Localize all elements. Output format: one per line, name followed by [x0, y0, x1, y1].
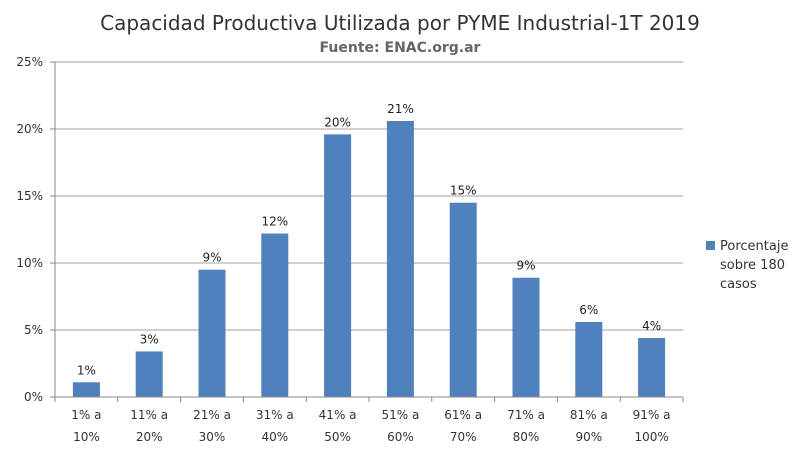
bar: [198, 269, 226, 397]
x-tick-label: 91% a: [633, 408, 671, 422]
chart-subtitle: Fuente: ENAC.org.ar: [320, 40, 481, 56]
bar: [449, 202, 477, 397]
data-label: 20%: [324, 115, 351, 129]
x-tick-label: 31% a: [256, 408, 294, 422]
y-tick-label: 15%: [16, 189, 43, 203]
x-tick-label: 80%: [513, 430, 540, 444]
x-tick-label: 21% a: [193, 408, 231, 422]
chart-title: Capacidad Productiva Utilizada por PYME …: [100, 11, 700, 35]
data-label: 6%: [579, 303, 598, 317]
x-tick-label: 70%: [450, 430, 477, 444]
bar: [386, 120, 414, 398]
x-tick-label: 40%: [261, 430, 288, 444]
x-tick-label: 71% a: [507, 408, 545, 422]
x-tick-label: 20%: [136, 430, 163, 444]
x-tick-label: 11% a: [130, 408, 168, 422]
data-label: 15%: [450, 184, 477, 198]
x-tick-label: 1% a: [71, 408, 101, 422]
x-tick-label: 100%: [634, 430, 668, 444]
data-label: 9%: [202, 251, 221, 265]
x-tick-label: 50%: [324, 430, 351, 444]
x-tick-label: 81% a: [570, 408, 608, 422]
x-tick-label: 90%: [575, 430, 602, 444]
bar: [324, 134, 352, 398]
y-tick-label: 10%: [16, 256, 43, 270]
y-tick-label: 20%: [16, 122, 43, 136]
x-tick-label: 61% a: [444, 408, 482, 422]
legend-label: casos: [720, 277, 757, 292]
bar: [135, 351, 163, 397]
legend-swatch: [706, 241, 715, 250]
data-label: 9%: [516, 259, 535, 273]
data-label: 4%: [642, 319, 661, 333]
data-label: 21%: [387, 102, 414, 116]
x-tick-label: 51% a: [381, 408, 419, 422]
x-tick-label: 30%: [199, 430, 226, 444]
data-label: 3%: [140, 332, 159, 346]
y-tick-label: 5%: [24, 323, 43, 337]
y-tick-label: 25%: [16, 55, 43, 69]
x-tick-label: 60%: [387, 430, 414, 444]
bar: [261, 233, 289, 397]
x-tick-label: 41% a: [319, 408, 357, 422]
bar: [575, 321, 603, 397]
bar: [72, 382, 100, 397]
data-label: 12%: [261, 215, 288, 229]
bar: [512, 277, 540, 397]
y-tick-label: 0%: [24, 390, 43, 404]
bar: [638, 338, 666, 397]
legend-label: sobre 180: [720, 258, 785, 273]
x-tick-label: 10%: [73, 430, 100, 444]
legend-label: Porcentaje: [720, 239, 788, 254]
data-label: 1%: [77, 363, 96, 377]
